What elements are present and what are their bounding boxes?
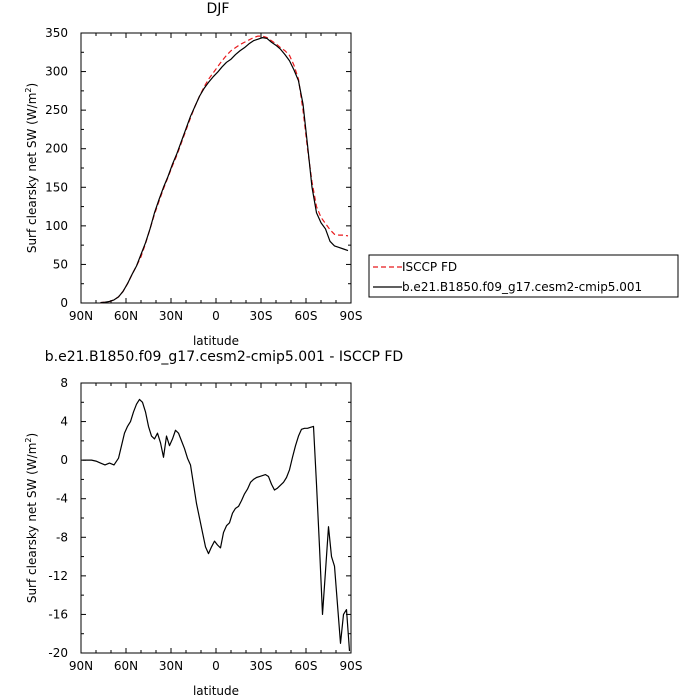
top-y-ticks: 0 50 100 150 200 250 300 350 xyxy=(45,26,351,310)
bottom-x-tick-label: 30S xyxy=(250,659,273,673)
bottom-chart-title: b.e21.B1850.f09_g17.cesm2-cmip5.001 - IS… xyxy=(45,349,403,365)
legend: ISCCP FD b.e21.B1850.f09_g17.cesm2-cmip5… xyxy=(368,254,679,298)
bottom-y-tick-label: 4 xyxy=(60,415,68,429)
top-y-axis-label-close: ) xyxy=(25,83,39,88)
bottom-series xyxy=(82,398,351,652)
bottom-y-axis-label-close: ) xyxy=(25,433,39,438)
top-y-tick-label: 150 xyxy=(45,180,68,194)
bottom-x-tick-label: 90S xyxy=(340,659,363,673)
legend-label-isccp-fd: ISCCP FD xyxy=(402,260,457,274)
top-x-tick-label: 90S xyxy=(340,309,363,323)
top-series xyxy=(100,35,349,304)
top-x-tick-label: 30N xyxy=(159,309,183,323)
bottom-y-tick-label: -16 xyxy=(48,607,68,621)
bottom-y-axis-label-sup: 2 xyxy=(24,438,33,443)
top-x-tick-label: 60N xyxy=(114,309,138,323)
top-series-line-2 xyxy=(100,37,349,304)
bottom-x-tick-label: 30N xyxy=(159,659,183,673)
top-y-axis-label-main: Surf clearsky net SW (W/m xyxy=(25,93,39,254)
bottom-x-tick-label: 90N xyxy=(69,659,93,673)
top-y-axis-label-sup: 2 xyxy=(24,88,33,93)
bottom-x-axis-label: latitude xyxy=(193,684,239,698)
top-x-tick-label: 0 xyxy=(212,309,220,323)
bottom-y-ticks: -20 -16 -12 -8 -4 0 4 8 xyxy=(48,376,351,660)
bottom-series-line-1 xyxy=(82,398,351,652)
top-chart-title: DJF xyxy=(207,1,230,17)
bottom-x-tick-label: 0 xyxy=(212,659,220,673)
top-x-axis-label: latitude xyxy=(193,334,239,348)
bottom-y-tick-label: -20 xyxy=(48,646,68,660)
legend-label-model: b.e21.B1850.f09_g17.cesm2-cmip5.001 xyxy=(402,280,642,294)
top-y-tick-label: 0 xyxy=(60,296,68,310)
top-x-tick-label: 90N xyxy=(69,309,93,323)
bottom-x-tick-label: 60S xyxy=(295,659,318,673)
top-y-tick-label: 350 xyxy=(45,26,68,40)
bottom-y-tick-label: 0 xyxy=(60,453,68,467)
top-x-tick-label: 60S xyxy=(295,309,318,323)
top-y-tick-label: 50 xyxy=(53,257,68,271)
bottom-plot-frame xyxy=(80,382,352,654)
top-y-axis-label: Surf clearsky net SW (W/m2) xyxy=(24,83,39,253)
bottom-y-tick-label: 8 xyxy=(60,376,68,390)
top-y-tick-label: 250 xyxy=(45,103,68,117)
top-y-tick-label: 300 xyxy=(45,65,68,79)
bottom-x-ticks: 90N 60N 30N 0 30S 60S 90S xyxy=(69,383,363,673)
bottom-x-tick-label: 60N xyxy=(114,659,138,673)
bottom-y-tick-label: -8 xyxy=(56,530,68,544)
bottom-y-tick-label: -4 xyxy=(56,492,68,506)
bottom-y-axis-label-main: Surf clearsky net SW (W/m xyxy=(25,443,39,604)
top-y-tick-label: 100 xyxy=(45,219,68,233)
bottom-y-axis-label: Surf clearsky net SW (W/m2) xyxy=(24,433,39,603)
top-x-ticks: 90N 60N 30N 0 30S 60S 90S xyxy=(69,33,363,323)
top-y-tick-label: 200 xyxy=(45,142,68,156)
top-x-tick-label: 30S xyxy=(250,309,273,323)
legend-box xyxy=(368,254,679,298)
bottom-y-tick-label: -12 xyxy=(48,569,68,583)
bottom-panel: b.e21.B1850.f09_g17.cesm2-cmip5.001 - IS… xyxy=(24,349,403,698)
top-panel: DJF 90N 60N 30N 0 30S 60S 90S 0 50 100 150 200 250 3… xyxy=(24,1,362,348)
